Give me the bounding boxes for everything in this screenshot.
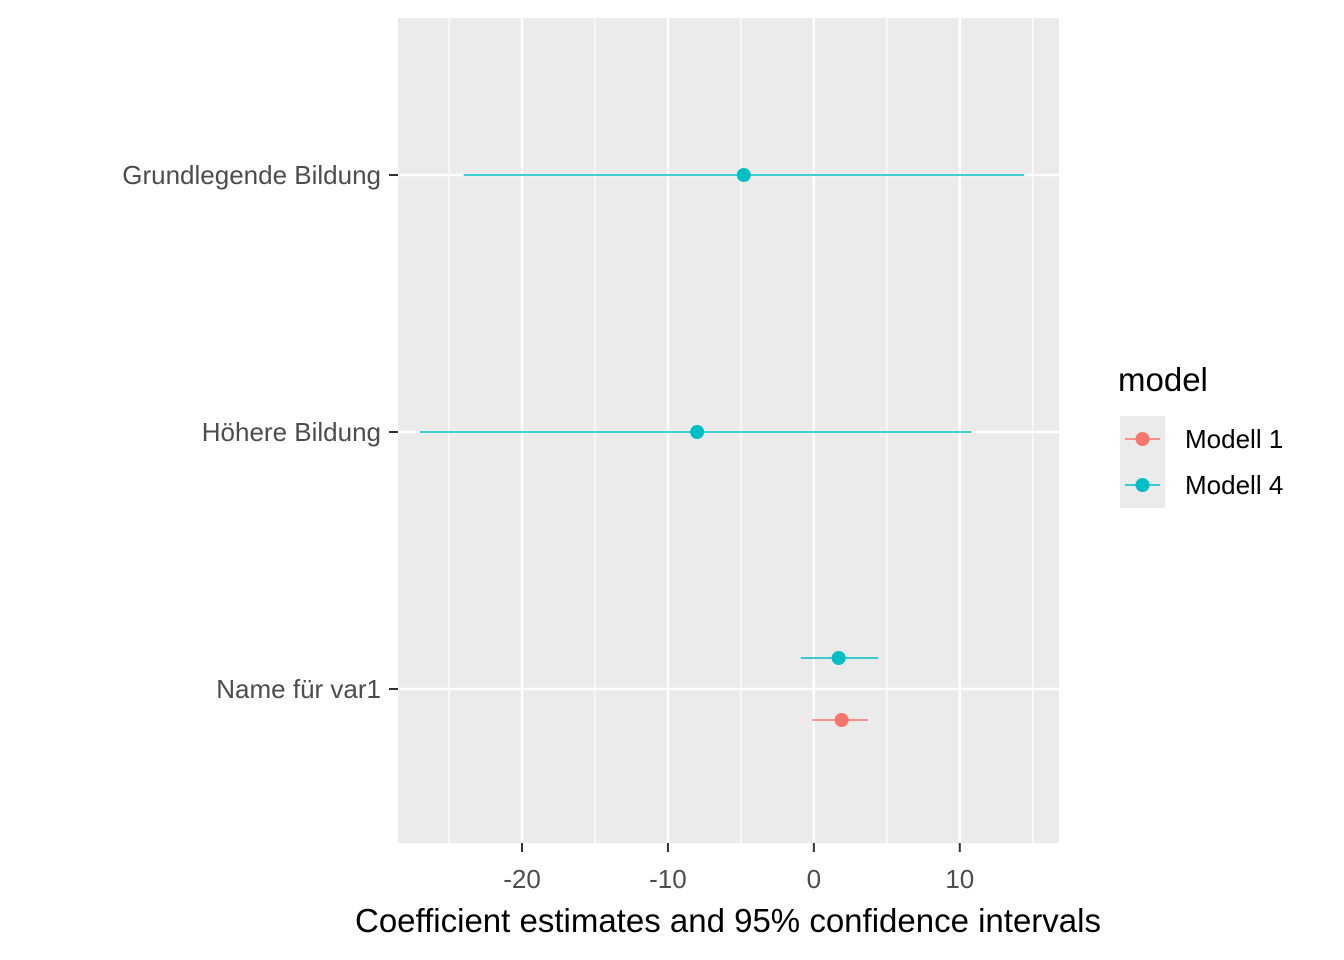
estimate-point (690, 425, 705, 439)
estimate-point (831, 651, 846, 665)
x-tick-label: -20 (503, 864, 541, 894)
y-tick-label: Name für var1 (216, 674, 381, 704)
x-tick-label: -10 (649, 864, 687, 894)
y-tick-label: Grundlegende Bildung (122, 160, 381, 190)
x-axis-title: Coefficient estimates and 95% confidence… (355, 902, 1101, 939)
legend-key-point (1135, 432, 1150, 446)
marks-layer (419, 168, 1024, 727)
x-tick-label: 10 (945, 864, 974, 894)
plot-panel (398, 18, 1059, 843)
legend-title: model (1118, 361, 1208, 398)
legend-label: Modell 4 (1185, 470, 1283, 500)
legend-label: Modell 1 (1185, 424, 1283, 454)
estimate-point (834, 713, 849, 727)
y-tick-label: Höhere Bildung (202, 417, 381, 447)
legend-key-point (1135, 478, 1150, 492)
estimate-point (736, 168, 751, 182)
legend: model Modell 1 Modell 4 (1118, 361, 1283, 508)
x-tick-label: 0 (807, 864, 821, 894)
axis-layer: -20 -10 0 10 Grundlegende Bildung Höhere Bild… (122, 160, 974, 894)
